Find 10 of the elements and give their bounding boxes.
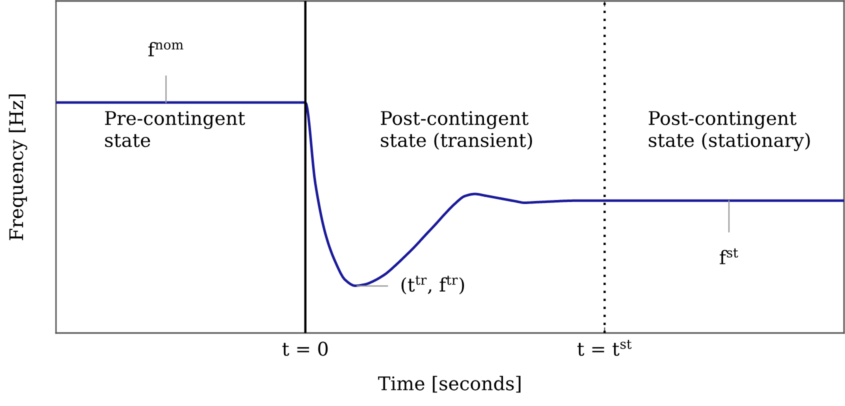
x-axis-title: Time [seconds] [378,376,520,393]
x-tick-label: t = 0 [282,342,328,356]
y-axis-title: Frequency [Hz] [8,94,28,240]
x-tick-label: t = t$^{st}$ [577,340,632,356]
annotation: Post-contingent state (transient) [380,111,532,150]
annotation: (t$^{tr}$, f$^{tr}$) [402,276,464,294]
annotation: f$^{nom}$ [148,42,184,56]
annotation: Post-contingent state (stationary) [648,111,810,152]
annotation: Pre-contingent state [105,111,246,148]
annotation: f$^{st}$ [720,248,738,264]
